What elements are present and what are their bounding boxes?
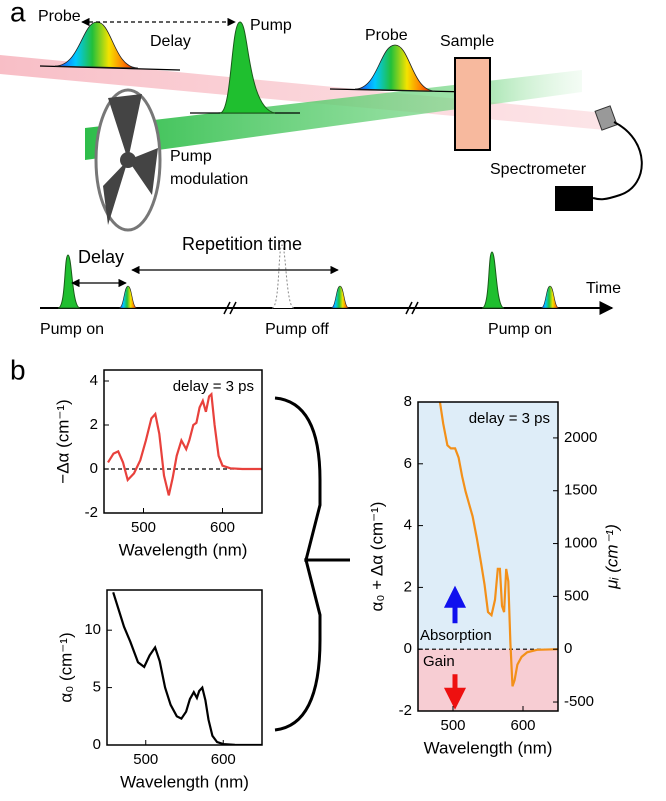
x-tick-label: 600 xyxy=(211,751,236,768)
panel-label: b xyxy=(10,354,26,385)
y-tick-label: 4 xyxy=(90,372,98,389)
y-tick-label: 6 xyxy=(404,455,412,472)
y-axis-label: −Δα (cm⁻¹) xyxy=(53,399,72,483)
fiber xyxy=(592,121,643,201)
y2-tick-label: -500 xyxy=(564,693,594,710)
plot-frame xyxy=(103,369,263,514)
annotation: delay = 3 ps xyxy=(469,410,550,427)
region-label: Absorption xyxy=(420,627,492,644)
label: Pump off xyxy=(265,321,329,338)
x-tick-label: 600 xyxy=(510,717,535,734)
data-line xyxy=(438,402,558,687)
label: Pump xyxy=(170,148,212,165)
region-label: Gain xyxy=(423,653,455,670)
label: Probe xyxy=(38,8,81,25)
x-axis-label: Wavelength (nm) xyxy=(120,772,249,791)
x-tick-label: 500 xyxy=(133,751,158,768)
label: Pump on xyxy=(488,321,552,338)
probe-beam xyxy=(0,55,605,130)
pump-pulse xyxy=(57,254,81,309)
plot-frame xyxy=(106,589,263,746)
label: Pump on xyxy=(40,321,104,338)
y-tick-label: 0 xyxy=(90,460,98,477)
data-line xyxy=(112,591,262,745)
y-tick-label: 0 xyxy=(404,640,412,657)
y-axis-label: α₀ (cm⁻¹) xyxy=(56,632,75,702)
x-tick-label: 500 xyxy=(440,717,465,734)
y-tick-label: 5 xyxy=(93,679,101,696)
label: Repetition time xyxy=(182,234,302,254)
fiber-connector xyxy=(594,105,618,131)
label: Delay xyxy=(78,247,124,267)
label: Spectrometer xyxy=(490,161,587,178)
label: Time xyxy=(586,280,621,297)
pump-pulse xyxy=(481,251,505,309)
x-tick-label: 500 xyxy=(131,519,156,536)
y2-tick-label: 500 xyxy=(564,587,589,604)
label: Delay xyxy=(150,33,191,50)
y-tick-label: 8 xyxy=(404,393,412,410)
y2-tick-label: 0 xyxy=(564,640,572,657)
y-tick-label: 0 xyxy=(93,736,101,753)
chopper-hub xyxy=(120,152,136,168)
chart: 500 600 0 5 10 Wavelength (nm) α₀ (cm⁻¹) xyxy=(56,589,263,791)
panel-label: a xyxy=(10,0,26,27)
probe-pulse xyxy=(118,285,138,309)
y-tick-label: -2 xyxy=(399,702,412,719)
label: Probe xyxy=(365,27,408,44)
x-axis-label: Wavelength (nm) xyxy=(424,738,553,757)
y-tick-label: 2 xyxy=(90,416,98,433)
label: modulation xyxy=(170,171,248,188)
label: Sample xyxy=(440,33,494,50)
blocked-pump-pulse xyxy=(271,244,295,309)
x-tick-label: 600 xyxy=(210,519,235,536)
y-tick-label: 10 xyxy=(84,621,101,638)
y2-tick-label: 1500 xyxy=(564,482,597,499)
probe-pulse xyxy=(540,285,560,309)
combine-arrow xyxy=(274,396,350,732)
chart: 500 600 -2 0 2 4 Wavelength (nm) −Δα (cm⁻¹) dela… xyxy=(53,369,263,559)
y-tick-label: 4 xyxy=(404,517,412,534)
absorption-arrow xyxy=(443,585,467,624)
label: Pump xyxy=(250,17,292,34)
panel-a: a Probe Delay Pump Probe Sample Pump mod… xyxy=(0,0,643,338)
spectrometer xyxy=(555,186,593,211)
probe-pulse xyxy=(354,44,436,92)
y2-tick-label: 1000 xyxy=(564,535,597,552)
probe-pulse xyxy=(330,285,350,309)
y-tick-label: 2 xyxy=(404,578,412,595)
y2-axis-label: μᵢ (cm⁻¹) xyxy=(602,524,621,590)
pump-pulse xyxy=(219,21,276,114)
chart: 500 600 -2 0 2 4 6 8 -500 0 500 1000 1500 2000 μᵢ (cm⁻… xyxy=(367,393,621,758)
pulse-baseline xyxy=(39,65,181,71)
data-line xyxy=(107,391,262,496)
axis-break xyxy=(223,301,419,315)
y-axis-label: α₀ + Δα (cm⁻¹) xyxy=(367,502,386,612)
sample xyxy=(454,57,491,151)
plot-frame xyxy=(417,401,559,712)
x-axis-label: Wavelength (nm) xyxy=(119,540,248,559)
probe-pulse xyxy=(54,21,139,69)
annotation: delay = 3 ps xyxy=(173,378,254,395)
gain-arrow xyxy=(443,674,467,710)
gain-region xyxy=(418,649,558,711)
y2-tick-label: 2000 xyxy=(564,429,597,446)
y-tick-label: -2 xyxy=(85,504,98,521)
